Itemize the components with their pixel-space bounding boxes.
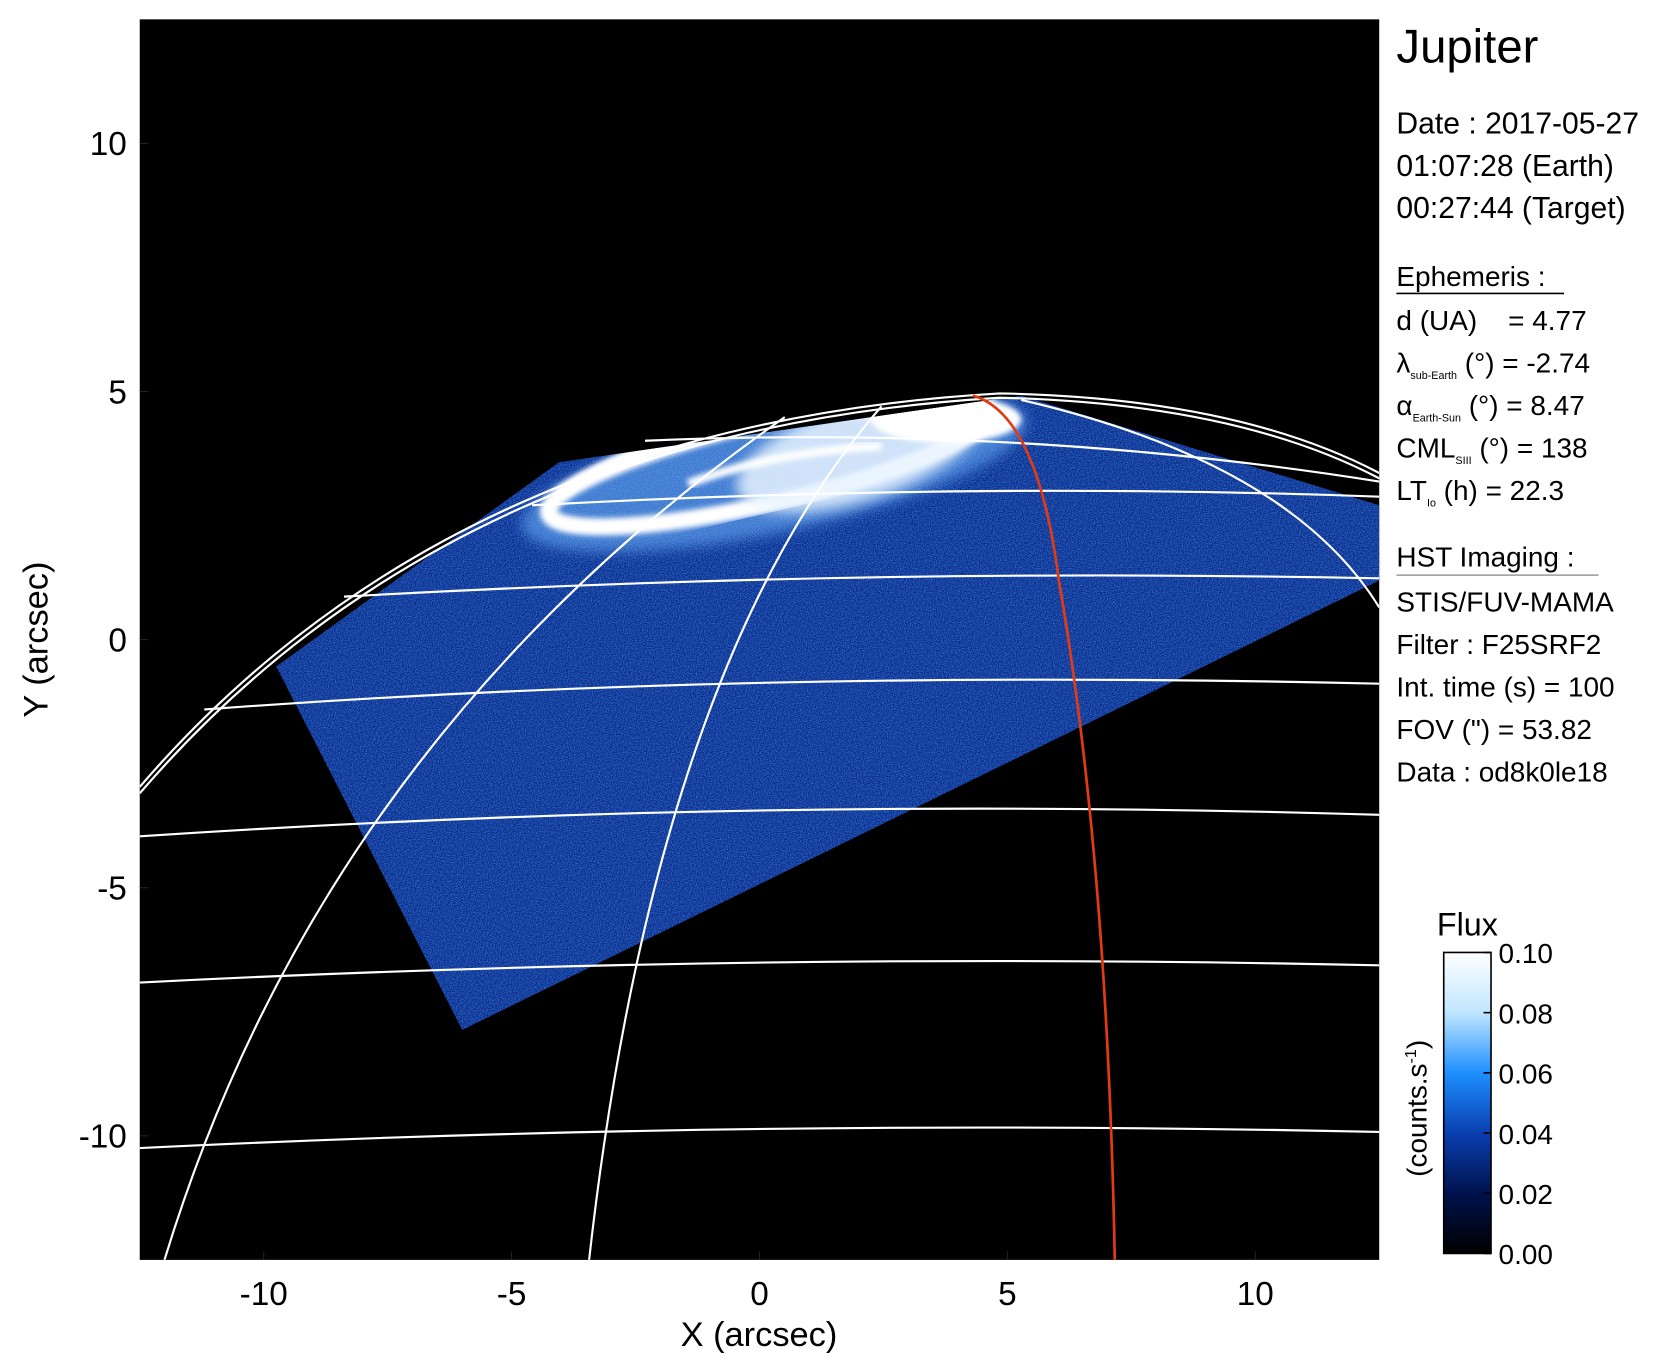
ephemeris-line: λsub-Earth (°) = -2.74: [1396, 347, 1590, 381]
x-axis-label: X (arcsec): [681, 1316, 838, 1354]
colorbar-tick-label: 0.04: [1499, 1119, 1553, 1150]
ephemeris-line: LTIo (h) = 22.3: [1396, 475, 1564, 509]
ephemeris-symbol: α: [1396, 390, 1412, 421]
date-line: 00:27:44 (Target): [1396, 192, 1625, 225]
ephemeris-value: (h) = 22.3: [1436, 475, 1564, 506]
unit-superscript: -1: [1402, 1049, 1420, 1063]
date-line: 01:07:28 (Earth): [1396, 150, 1613, 183]
date-line: Date : 2017-05-27: [1396, 107, 1639, 140]
ephemeris-subscript: Earth-Sun: [1413, 412, 1461, 424]
x-tick-label: 10: [1237, 1276, 1274, 1313]
imaging-line: Data : od8k0le18: [1396, 757, 1607, 788]
colorbar-tick-label: 0.02: [1499, 1179, 1553, 1210]
axes: -10 -5 0 5 10 -10 -5 0 5 10: [79, 126, 1274, 1313]
colorbar-tick-label: 0.00: [1499, 1239, 1553, 1270]
imaging-header: HST Imaging :: [1396, 542, 1574, 573]
imaging-line: Filter : F25SRF2: [1396, 629, 1601, 660]
imaging-line: STIS/FUV-MAMA: [1396, 587, 1614, 618]
ephemeris-header: Ephemeris :: [1396, 261, 1545, 292]
ephemeris-symbol: λ: [1396, 347, 1410, 378]
colorbar-tick-label: 0.06: [1499, 1059, 1553, 1090]
unit-text: (counts.s: [1402, 1063, 1433, 1176]
ephemeris-symbol: LT: [1396, 475, 1427, 506]
unit-end: ): [1402, 1040, 1433, 1049]
ephemeris-value: d (UA) = 4.77: [1396, 305, 1586, 336]
ephemeris-value: (°) = 8.47: [1461, 390, 1585, 421]
colorbar-title: Flux: [1437, 906, 1498, 942]
x-tick-label: 5: [998, 1276, 1017, 1313]
ephemeris-line: αEarth-Sun (°) = 8.47: [1396, 390, 1584, 424]
colorbar-scale: [1442, 951, 1492, 1255]
y-tick-label: -10: [79, 1119, 127, 1156]
x-tick-label: 0: [750, 1276, 769, 1313]
y-tick-label: 10: [90, 126, 127, 163]
y-tick-label: -5: [97, 871, 127, 908]
planetographic-grid: [139, 392, 1380, 1260]
colorbar-unit: (counts.s-1): [1402, 1040, 1433, 1177]
io-footprint-meridian: [972, 394, 1117, 1260]
ephemeris-subscript: SIII: [1455, 455, 1471, 467]
ephemeris-subscript: sub-Earth: [1410, 370, 1457, 382]
x-tick-label: -10: [240, 1276, 288, 1313]
ephemeris-line: CMLSIII (°) = 138: [1396, 432, 1587, 466]
ephemeris-symbol: CML: [1396, 432, 1455, 463]
y-tick-label: 5: [108, 374, 127, 411]
info-panel: Jupiter Date : 2017-05-27 01:07:28 (Earth)…: [1396, 20, 1639, 787]
ephemeris-line: d (UA) = 4.77: [1396, 305, 1586, 336]
colorbar-tick-label: 0.08: [1499, 998, 1553, 1029]
imaging-line: Int. time (s) = 100: [1396, 672, 1614, 703]
ephemeris-value: (°) = -2.74: [1457, 347, 1590, 378]
planet-title: Jupiter: [1396, 20, 1538, 73]
y-axis-label: Y (arcsec): [17, 562, 55, 718]
colorbar-tick-label: 0.10: [1499, 938, 1553, 969]
ephemeris-subscript: Io: [1427, 497, 1436, 509]
x-tick-label: -5: [497, 1276, 527, 1313]
ephemeris-value: (°) = 138: [1472, 432, 1588, 463]
y-tick-label: 0: [108, 622, 127, 659]
imaging-line: FOV (") = 53.82: [1396, 714, 1591, 745]
figure: -10 -5 0 5 10 -10 -5 0 5 10 X (arcsec) Y (arcsec)…: [17, 19, 1639, 1354]
colorbar: Flux 0.00 0.02 0.04 0.06 0.08 0.10 (counts.s-1): [1402, 906, 1553, 1270]
